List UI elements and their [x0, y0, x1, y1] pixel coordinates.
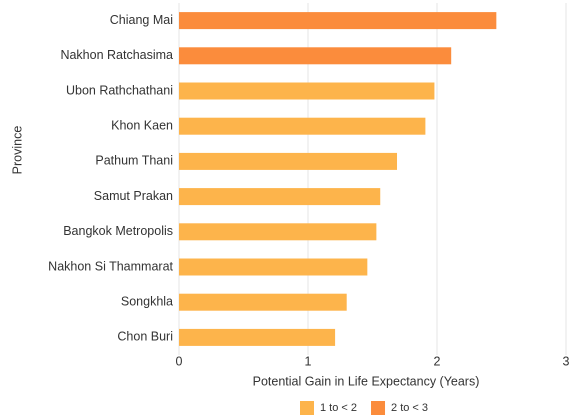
y-tick-label: Ubon Rathchathani — [66, 83, 173, 97]
y-tick-label: Pathum Thani — [95, 154, 173, 168]
bar — [179, 12, 497, 30]
bar — [179, 223, 377, 241]
y-tick-label: Songkhla — [121, 294, 173, 308]
y-tick-label: Chiang Mai — [110, 13, 173, 27]
x-tick-label: 0 — [176, 354, 183, 368]
bar — [179, 328, 336, 346]
bar — [179, 47, 452, 65]
legend-swatch — [371, 401, 386, 415]
y-tick-label: Khon Kaen — [111, 118, 173, 132]
legend-label: 2 to < 3 — [391, 402, 428, 414]
bar — [179, 82, 435, 100]
y-tick-label: Samut Prakan — [94, 189, 173, 203]
bar — [179, 293, 347, 311]
y-tick-label: Nakhon Ratchasima — [60, 48, 173, 62]
x-tick-label: 2 — [434, 354, 441, 368]
legend-swatch — [300, 401, 314, 415]
y-axis-label: Province — [10, 126, 24, 175]
bar — [179, 188, 381, 206]
bar — [179, 117, 426, 135]
x-tick-label: 1 — [305, 354, 312, 368]
y-tick-label: Nakhon Si Thammarat — [48, 259, 173, 273]
bar — [179, 258, 368, 276]
legend-label: 1 to < 2 — [320, 402, 357, 414]
y-tick-label: Bangkok Metropolis — [63, 224, 173, 238]
x-tick-label: 3 — [563, 354, 570, 368]
y-tick-label: Chon Buri — [117, 330, 173, 344]
bar — [179, 152, 398, 170]
x-axis-label: Potential Gain in Life Expectancy (Years… — [253, 374, 480, 388]
